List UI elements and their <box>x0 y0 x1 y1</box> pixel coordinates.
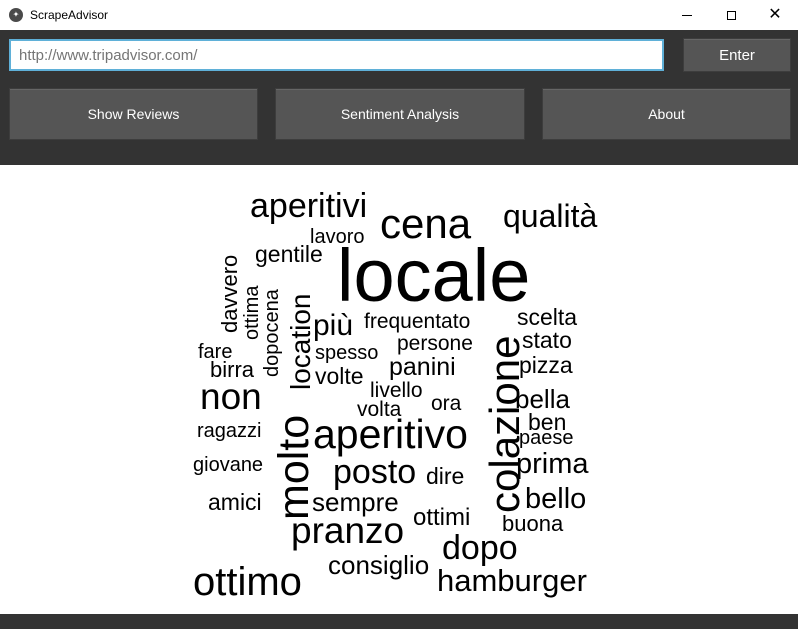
enter-button[interactable]: Enter <box>683 38 791 72</box>
word: non <box>200 376 262 417</box>
word: birra <box>210 357 255 382</box>
word: molto <box>270 414 318 520</box>
close-icon: ✕ <box>768 6 782 23</box>
word: consiglio <box>328 550 430 580</box>
word: paese <box>519 427 574 449</box>
word: dopo <box>442 529 518 567</box>
maximize-icon <box>726 10 736 20</box>
word: aperitivo <box>313 411 468 457</box>
word: cena <box>380 200 472 247</box>
word: persone <box>397 332 473 355</box>
url-input[interactable] <box>9 39 664 71</box>
word: davvero <box>217 254 242 333</box>
sentiment-analysis-button[interactable]: Sentiment Analysis <box>275 88 525 140</box>
word: dopocena <box>261 289 283 377</box>
word: frequentato <box>364 310 471 333</box>
word: buona <box>502 511 564 536</box>
word: giovane <box>193 454 264 476</box>
word: fare <box>198 341 233 363</box>
word: ottima <box>241 285 263 340</box>
word: pizza <box>519 352 573 378</box>
word: sempre <box>312 487 399 517</box>
word: volte <box>315 363 364 389</box>
word: gentile <box>255 241 323 267</box>
word: ragazzi <box>197 420 262 442</box>
show-reviews-button[interactable]: Show Reviews <box>9 88 258 140</box>
word: panini <box>389 353 456 381</box>
window-title: ScrapeAdvisor <box>30 8 109 22</box>
word: amici <box>208 489 262 515</box>
word: stato <box>522 327 572 353</box>
word: qualità <box>503 198 598 234</box>
word: spesso <box>315 342 379 364</box>
word: ottimi <box>413 504 471 531</box>
word-cloud: locale cena qualità aperitivi lavoro gen… <box>0 165 798 614</box>
word: bella <box>515 384 570 414</box>
toolbar: Enter Show Reviews Sentiment Analysis Ab… <box>0 30 798 165</box>
word: hamburger <box>437 563 587 598</box>
minimize-icon <box>682 14 692 16</box>
word: dire <box>426 463 465 489</box>
minimize-button[interactable] <box>664 0 710 30</box>
word: ben <box>528 409 567 435</box>
word: più <box>313 309 354 342</box>
about-button[interactable]: About <box>542 88 791 140</box>
status-bar <box>0 614 798 629</box>
word: posto <box>333 453 417 491</box>
word: ora <box>431 392 462 415</box>
word: prima <box>516 448 589 480</box>
word: colazione <box>481 335 528 513</box>
word: livello <box>370 379 423 402</box>
word: volta <box>357 398 402 421</box>
maximize-button[interactable] <box>708 0 754 30</box>
word: location <box>285 293 316 390</box>
title-bar: ✦ ScrapeAdvisor ✕ <box>0 0 798 30</box>
word: aperitivi <box>250 187 368 225</box>
word: bello <box>525 483 587 515</box>
word: ottimo <box>193 560 302 604</box>
word: locale <box>337 234 531 317</box>
word: lavoro <box>310 226 365 248</box>
close-button[interactable]: ✕ <box>752 0 798 30</box>
word: scelta <box>517 304 578 330</box>
word: pranzo <box>291 510 405 551</box>
app-logo-icon: ✦ <box>9 8 23 22</box>
